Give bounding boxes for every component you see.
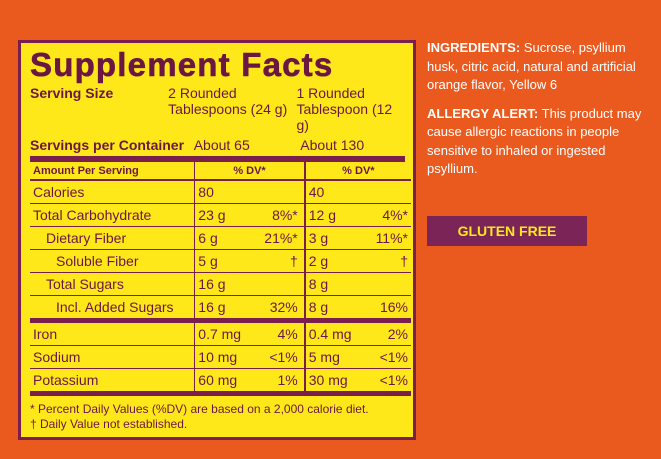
- value: About 130: [300, 137, 365, 153]
- nutrient-name: Iron: [30, 320, 195, 346]
- daily-value: 4%*: [369, 203, 411, 227]
- daily-value: <1%: [369, 368, 411, 396]
- nutrient-name: Potassium: [30, 368, 195, 396]
- amount: 8 g: [303, 272, 370, 296]
- nutrient-name: Total Sugars: [30, 272, 195, 296]
- nutrient-name: Calories: [30, 180, 195, 204]
- daily-value: 16%: [369, 295, 411, 323]
- amount: 16 g: [194, 295, 260, 323]
- allergy-alert: ALLERGY ALERT: This product may cause al…: [427, 105, 649, 179]
- header-label: Amount Per Serving: [30, 162, 195, 181]
- nutrient-row: Total Sugars 16 g 8 g: [30, 272, 411, 296]
- nutrient-row: Dietary Fiber 6 g 21%* 3 g 11%*: [30, 226, 411, 250]
- nutrient-row: Soluble Fiber 5 g † 2 g †: [30, 249, 411, 273]
- daily-value: [259, 180, 305, 204]
- daily-value: 8%*: [259, 203, 305, 227]
- header-row: Amount Per Serving % DV* % DV*: [30, 162, 411, 181]
- value: About 65: [193, 137, 250, 153]
- label: INGREDIENTS:: [427, 40, 521, 55]
- serving-size-row: Serving Size 2 Rounded Tablespoons (24 g…: [30, 85, 405, 133]
- gluten-free-badge: GLUTEN FREE: [427, 216, 587, 246]
- amount: 3 g: [303, 226, 370, 250]
- amount: 80: [194, 180, 260, 204]
- daily-value: †: [259, 249, 305, 273]
- amount: 0.7 mg: [194, 320, 260, 346]
- header-dv: % DV*: [194, 162, 305, 181]
- daily-value: 21%*: [259, 226, 305, 250]
- ingredients: INGREDIENTS: Sucrose, psyllium husk, cit…: [427, 39, 649, 95]
- amount: 40: [303, 180, 370, 204]
- daily-value: 11%*: [369, 226, 411, 250]
- nutrient-table: Amount Per Serving % DV* % DV* Calories 8…: [30, 162, 411, 396]
- footnote: * Percent Daily Values (%DV) are based o…: [30, 402, 369, 416]
- amount: 0.4 mg: [303, 320, 370, 346]
- daily-value: 2%: [369, 320, 411, 346]
- amount: 30 mg: [303, 368, 370, 396]
- nutrient-row: Sodium 10 mg <1% 5 mg <1%: [30, 345, 411, 369]
- label: Serving Size: [30, 85, 114, 101]
- amount: 23 g: [194, 203, 260, 227]
- footnotes: * Percent Daily Values (%DV) are based o…: [30, 402, 405, 432]
- daily-value: [369, 272, 411, 296]
- daily-value: <1%: [369, 345, 411, 369]
- servings-row: Servings per Container About 65 About 13…: [30, 137, 405, 153]
- side-text: INGREDIENTS: Sucrose, psyllium husk, cit…: [427, 39, 649, 189]
- nutrient-name: Sodium: [30, 345, 195, 369]
- nutrient-row: Iron 0.7 mg 4% 0.4 mg 2%: [30, 320, 411, 346]
- amount: 2 g: [303, 249, 370, 273]
- nutrient-name: Soluble Fiber: [30, 249, 195, 273]
- value: 1 Rounded Tablespoon (12 g): [296, 85, 393, 133]
- nutrient-row: Calories 80 40: [30, 180, 411, 204]
- amount: 10 mg: [194, 345, 260, 369]
- daily-value: 32%: [259, 295, 305, 323]
- nutrient-row: Incl. Added Sugars 16 g 32% 8 g 16%: [30, 295, 411, 323]
- supplement-facts-panel: Supplement Facts Serving Size 2 Rounded …: [18, 40, 416, 440]
- daily-value: 1%: [259, 368, 305, 396]
- title: Supplement Facts: [30, 46, 334, 83]
- divider: [30, 156, 405, 162]
- amount: 8 g: [303, 295, 370, 323]
- nutrient-row: Total Carbohydrate 23 g 8%* 12 g 4%*: [30, 203, 411, 227]
- label: ALLERGY ALERT:: [427, 105, 539, 121]
- nutrient-name: Total Carbohydrate: [30, 203, 195, 227]
- value: 2 Rounded Tablespoons (24 g): [168, 85, 288, 117]
- amount: 60 mg: [194, 368, 260, 396]
- amount: 5 mg: [303, 345, 370, 369]
- amount: 5 g: [194, 249, 260, 273]
- text: This product may cause allergic reaction…: [427, 105, 642, 177]
- daily-value: 4%: [259, 320, 305, 346]
- nutrient-name: Dietary Fiber: [30, 226, 195, 250]
- label: Servings per Container: [30, 137, 185, 153]
- daily-value: †: [369, 249, 411, 273]
- daily-value: <1%: [259, 345, 305, 369]
- daily-value: [259, 272, 305, 296]
- nutrient-row: Potassium 60 mg 1% 30 mg <1%: [30, 368, 411, 396]
- footnote: † Daily Value not established.: [30, 417, 188, 431]
- nutrient-name: Incl. Added Sugars: [30, 295, 195, 323]
- table-body: Amount Per Serving % DV* % DV* Calories 8…: [30, 162, 411, 396]
- text: Sucrose, psyllium husk, citric acid, nat…: [427, 40, 636, 92]
- header-dv: % DV*: [303, 162, 411, 181]
- amount: 6 g: [194, 226, 260, 250]
- daily-value: [369, 180, 411, 204]
- amount: 12 g: [303, 203, 370, 227]
- amount: 16 g: [194, 272, 260, 296]
